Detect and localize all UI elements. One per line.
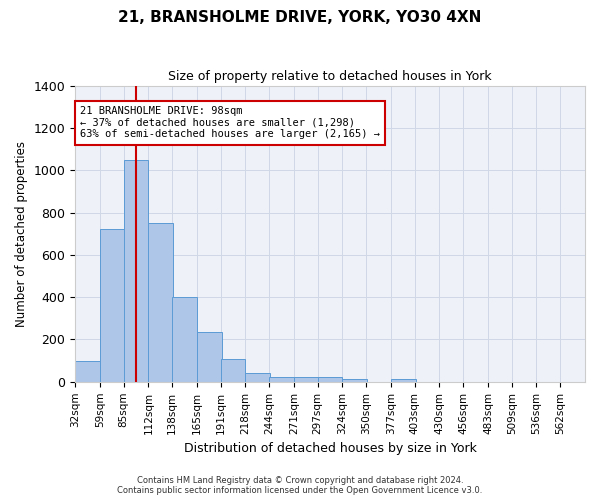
Bar xyxy=(294,376,319,382)
Bar xyxy=(100,230,125,382)
X-axis label: Distribution of detached houses by size in York: Distribution of detached houses by size … xyxy=(184,442,476,455)
Bar xyxy=(197,332,221,382)
Text: 21, BRANSHOLME DRIVE, YORK, YO30 4XN: 21, BRANSHOLME DRIVE, YORK, YO30 4XN xyxy=(118,10,482,25)
Title: Size of property relative to detached houses in York: Size of property relative to detached ho… xyxy=(168,70,492,83)
Bar xyxy=(245,374,270,382)
Bar xyxy=(221,358,245,382)
Y-axis label: Number of detached properties: Number of detached properties xyxy=(15,140,28,326)
Bar xyxy=(75,360,100,382)
Bar xyxy=(391,378,416,382)
Bar xyxy=(124,160,148,382)
Text: 21 BRANSHOLME DRIVE: 98sqm
← 37% of detached houses are smaller (1,298)
63% of s: 21 BRANSHOLME DRIVE: 98sqm ← 37% of deta… xyxy=(80,106,380,140)
Bar xyxy=(148,223,173,382)
Bar xyxy=(269,376,294,382)
Bar xyxy=(172,297,197,382)
Text: Contains HM Land Registry data © Crown copyright and database right 2024.
Contai: Contains HM Land Registry data © Crown c… xyxy=(118,476,482,495)
Bar xyxy=(318,376,343,382)
Bar xyxy=(343,378,367,382)
